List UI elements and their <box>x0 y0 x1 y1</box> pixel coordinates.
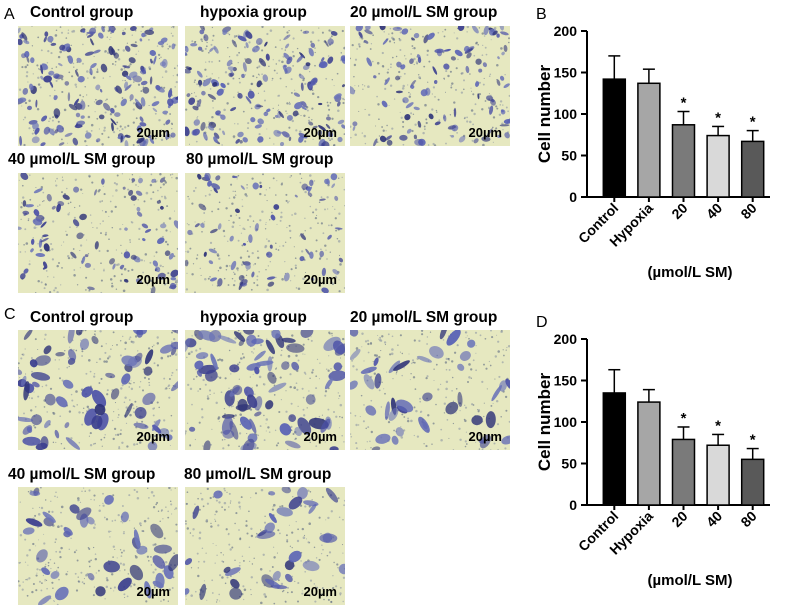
x-tick-label: 80 <box>737 200 759 222</box>
x-tick-label: 20 <box>668 200 690 222</box>
bar <box>637 401 661 506</box>
x-axis-label: (µmol/L SM) <box>647 572 732 589</box>
micrograph-image: 20µm <box>185 487 345 605</box>
micrograph-image: 20µm <box>185 173 345 293</box>
scale-bar: 20µm <box>136 272 170 287</box>
bar <box>602 78 627 198</box>
y-tick-label: 150 <box>554 65 578 81</box>
scale-bar-label: 20µm <box>303 584 337 599</box>
scale-bar-label: 20µm <box>136 272 170 287</box>
significance-marker: * <box>750 432 756 449</box>
x-tick-label: 40 <box>703 200 725 222</box>
micrograph-title: 80 µmol/L SM group <box>186 151 334 168</box>
y-tick-label: 0 <box>569 497 577 513</box>
micrograph-image: 20µm <box>18 26 178 146</box>
scale-bar: 20µm <box>468 429 502 444</box>
y-tick-label: 50 <box>561 148 577 164</box>
micrograph-title: Control group <box>30 4 134 21</box>
micrograph-title: 80 µmol/L SM group <box>184 466 332 483</box>
y-tick-label: 150 <box>554 373 578 389</box>
scale-bar: 20µm <box>303 584 337 599</box>
y-axis-label: Cell number <box>535 65 554 164</box>
micrograph-title: Control group <box>30 309 134 326</box>
bar <box>671 438 696 506</box>
y-tick-label: 50 <box>561 456 577 472</box>
bar <box>740 140 765 198</box>
x-tick-label: 40 <box>703 508 725 530</box>
x-axis-label: (µmol/L SM) <box>647 264 732 281</box>
panel-label-a: A <box>4 6 15 23</box>
micrograph-title: 20 µmol/L SM group <box>350 4 498 21</box>
significance-marker: * <box>715 109 721 126</box>
micrograph-image: 20µm <box>350 330 510 450</box>
micrograph-image: 20µm <box>185 330 345 450</box>
significance-marker: * <box>715 417 721 434</box>
scale-bar-label: 20µm <box>468 429 502 444</box>
micrograph-title: 20 µmol/L SM group <box>350 309 498 326</box>
significance-marker: * <box>750 114 756 131</box>
scale-bar-label: 20µm <box>303 429 337 444</box>
scale-bar-label: 20µm <box>136 429 170 444</box>
y-tick-label: 0 <box>569 189 577 205</box>
scale-bar: 20µm <box>303 272 337 287</box>
panel-label-d: D <box>536 314 548 331</box>
scale-bar: 20µm <box>468 125 502 140</box>
micrograph-image: 20µm <box>18 487 178 605</box>
bar <box>706 444 730 506</box>
panel-label-c: C <box>4 306 16 323</box>
scale-bar: 20µm <box>136 125 170 140</box>
x-tick-label: 20 <box>668 508 690 530</box>
scale-bar: 20µm <box>136 584 170 599</box>
scale-bar: 20µm <box>136 429 170 444</box>
bar <box>740 458 765 506</box>
scale-bar: 20µm <box>303 125 337 140</box>
micrograph-title: 40 µmol/L SM group <box>8 151 156 168</box>
micrograph-image: 20µm <box>185 26 345 146</box>
significance-marker: * <box>681 410 687 427</box>
micrograph-image: 20µm <box>18 173 178 293</box>
scale-bar-label: 20µm <box>468 125 502 140</box>
y-tick-label: 200 <box>554 331 578 347</box>
bar <box>706 134 730 198</box>
bar <box>602 392 627 506</box>
x-tick-label: 80 <box>737 508 759 530</box>
panel-label-b: B <box>536 6 547 23</box>
micrograph-image: 20µm <box>350 26 510 146</box>
micrograph-image: 20µm <box>18 330 178 450</box>
micrograph-title: hypoxia group <box>200 4 307 21</box>
micrograph-title: 40 µmol/L SM group <box>8 466 156 483</box>
bar <box>671 124 696 198</box>
y-tick-label: 100 <box>554 414 578 430</box>
y-tick-label: 100 <box>554 106 578 122</box>
scale-bar-label: 20µm <box>136 125 170 140</box>
bar <box>637 82 661 198</box>
scale-bar-label: 20µm <box>303 125 337 140</box>
scale-bar-label: 20µm <box>303 272 337 287</box>
y-tick-label: 200 <box>554 23 578 39</box>
y-axis-label: Cell number <box>535 373 554 472</box>
scale-bar-label: 20µm <box>136 584 170 599</box>
scale-bar: 20µm <box>303 429 337 444</box>
micrograph-title: hypoxia group <box>200 309 307 326</box>
significance-marker: * <box>681 95 687 112</box>
